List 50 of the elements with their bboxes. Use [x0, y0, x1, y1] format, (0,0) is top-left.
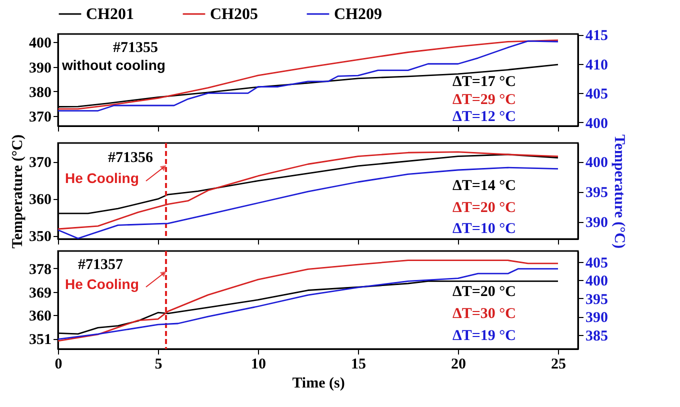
x-tick-label: 25: [551, 356, 566, 372]
annotation: ΔT=20 °C: [452, 200, 516, 216]
ref-line-label: He Cooling: [65, 276, 139, 292]
x-tick-label: 20: [451, 356, 466, 372]
x-tick-label: 5: [154, 356, 162, 372]
annotation: #71357: [78, 257, 124, 273]
y-tick-label: 380: [29, 84, 52, 101]
annotation: ΔT=20 °C: [452, 284, 516, 300]
y2-tick-label: 410: [586, 57, 608, 74]
y-tick-label: 360: [29, 192, 52, 208]
y-tick-label: 370: [29, 155, 52, 172]
y2-tick-label: 385: [586, 328, 608, 344]
y-tick-label: 370: [29, 110, 52, 126]
annotation: ΔT=12 °C: [452, 109, 516, 125]
y-tick-label: 369: [29, 285, 52, 302]
y2-tick-label: 415: [586, 28, 608, 44]
annotation: ΔT=14 °C: [452, 178, 516, 194]
y-tick-label: 351: [29, 332, 52, 348]
x-tick-label: 0: [54, 356, 62, 372]
y2-tick-label: 395: [586, 185, 608, 202]
y2-tick-label: 395: [586, 292, 608, 308]
legend-label: CH201: [86, 6, 134, 23]
legend-label: CH205: [210, 6, 258, 23]
y-tick-label: 350: [29, 229, 52, 246]
annotation: ΔT=30 °C: [452, 306, 516, 322]
y2-tick-label: 390: [586, 310, 608, 326]
y-tick-label: 360: [29, 308, 52, 325]
y-tick-label: 378: [29, 262, 52, 278]
y2-tick-label: 390: [586, 215, 608, 232]
y-axis-title: Temperature (°C): [10, 134, 26, 248]
annotation: without cooling: [61, 57, 166, 73]
y2-tick-label: 400: [586, 155, 608, 172]
y2-axis-title: Temperature (°C): [611, 134, 627, 248]
legend-label: CH209: [334, 6, 382, 23]
y2-tick-label: 400: [586, 116, 608, 132]
x-tick-label: 15: [351, 356, 366, 372]
annotation: ΔT=17 °C: [452, 74, 516, 90]
annotation: ΔT=19 °C: [452, 328, 516, 344]
y-tick-label: 400: [29, 36, 52, 52]
ref-line-label: He Cooling: [65, 170, 139, 186]
annotation: ΔT=29 °C: [452, 92, 516, 108]
annotation: #71356: [108, 150, 154, 166]
y2-tick-label: 400: [586, 274, 608, 290]
y-tick-label: 390: [29, 60, 52, 76]
x-axis-title: Time (s): [292, 376, 345, 392]
annotation: ΔT=10 °C: [452, 221, 516, 237]
x-tick-label: 10: [251, 356, 266, 372]
y2-tick-label: 405: [586, 86, 608, 103]
y2-tick-label: 405: [586, 255, 608, 272]
annotation: #71355: [113, 40, 158, 56]
